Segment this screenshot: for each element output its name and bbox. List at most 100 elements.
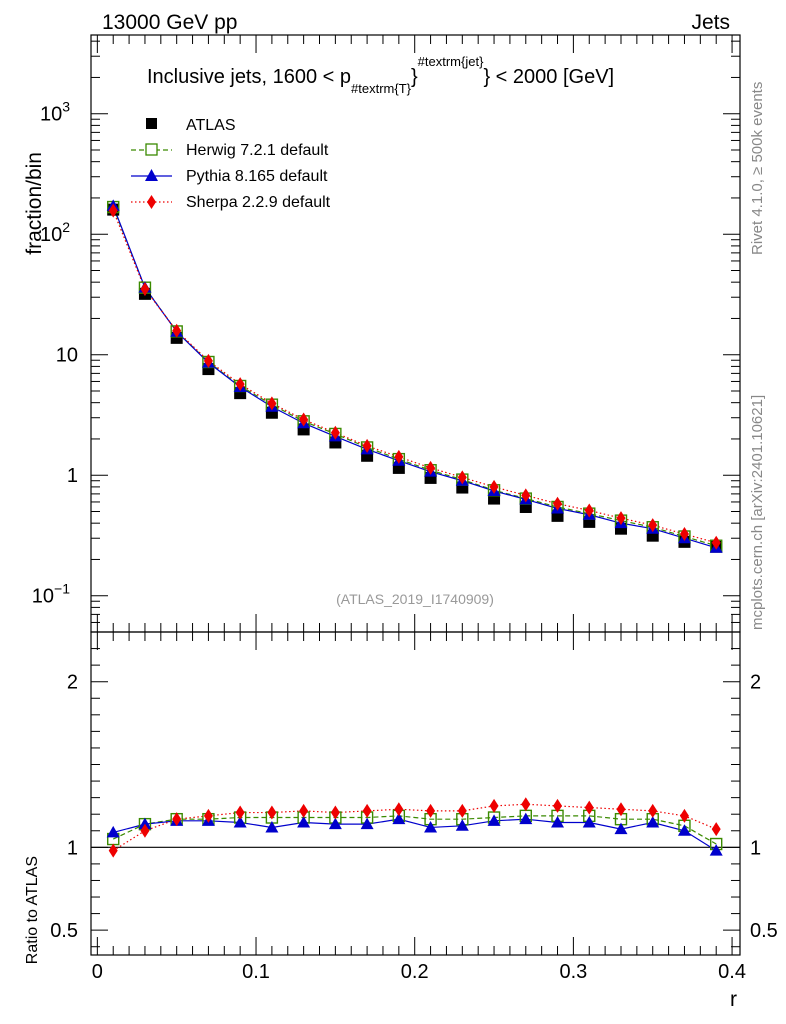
ratio-tick-label-left: 0.5 — [50, 920, 78, 942]
rivet-version-label: Rivet 4.1.0, ≥ 500k events — [749, 82, 766, 255]
y-tick-label-exp: 2 — [62, 219, 70, 235]
data-point-3 — [679, 527, 689, 542]
ratio-point-2 — [489, 798, 499, 813]
data-point-3 — [648, 518, 658, 533]
y-tick-label: 10−1 — [32, 581, 70, 608]
analysis-tag: (ATLAS_2019_I1740909) — [336, 591, 494, 607]
ratio-point-1 — [519, 812, 533, 825]
ratio-point-2 — [457, 803, 467, 818]
ratio-point-1 — [106, 825, 120, 838]
ratio-point-2 — [521, 797, 531, 812]
ratio-point-1 — [677, 824, 691, 836]
title-sub: #textrm{T} — [351, 81, 412, 96]
series-line-1 — [112, 206, 717, 547]
ratio-point-1 — [265, 820, 279, 833]
title-pre: Inclusive jets, 1600 < p — [147, 66, 351, 88]
ratio-point-2 — [679, 808, 689, 823]
ratio-point-2 — [140, 823, 150, 838]
y-tick-label: 10 — [56, 345, 78, 367]
data-point-3 — [711, 535, 721, 550]
ratio-point-2 — [330, 805, 340, 820]
y-tick-label-base: 10 — [56, 345, 78, 367]
ratio-point-2 — [172, 812, 182, 827]
x-tick-label: 0.4 — [718, 961, 746, 983]
ratio-point-2 — [584, 800, 594, 815]
ratio-point-2 — [235, 805, 245, 820]
legend-marker-herwig — [145, 143, 158, 156]
ratio-point-1 — [551, 815, 565, 828]
title-sub-close: } — [411, 66, 418, 88]
ratio-point-1 — [709, 844, 723, 856]
data-point-3 — [616, 511, 626, 526]
y-tick-label-exp: −1 — [54, 581, 70, 597]
ratio-tick-label-left: 1 — [67, 837, 78, 859]
ratio-tick-label-left: 2 — [67, 672, 78, 694]
ratio-point-1 — [297, 815, 311, 828]
ratio-point-1 — [138, 817, 152, 830]
title-post: } < 2000 [GeV] — [483, 66, 614, 88]
ratio-point-2 — [616, 802, 626, 817]
ratio-point-1 — [360, 817, 374, 830]
x-tick-label: 0.1 — [242, 961, 270, 983]
ratio-layer — [106, 797, 723, 858]
ratio-point-1 — [424, 820, 438, 833]
legend-marker-pythia — [145, 169, 158, 181]
x-axis-ticks: 0 0.1 0.2 0.3 0.4 — [92, 35, 746, 983]
ratio-point-2 — [362, 803, 372, 818]
data-point-3 — [330, 425, 340, 440]
data-point-3 — [426, 460, 436, 475]
data-point-3 — [203, 353, 213, 368]
y-axis-label: fraction/bin — [23, 152, 46, 255]
header-beam-label: 13000 GeV pp — [102, 11, 237, 34]
legend-marker-atlas — [146, 118, 157, 129]
ratio-point-1 — [392, 812, 406, 825]
title-sup: #textrm{jet} — [418, 54, 484, 69]
y-tick-label-base: 10 — [32, 586, 54, 608]
ratio-point-2 — [648, 803, 658, 818]
source-label: mcplots.cern.ch [arXiv:2401.10621] — [749, 395, 766, 630]
ratio-tick-label-right: 2 — [750, 672, 761, 694]
legend-label-herwig: Herwig 7.2.1 default — [186, 142, 329, 159]
chart-title: Inclusive jets, 1600 < p#textrm{T}}#text… — [147, 54, 614, 96]
y-tick-label: 102 — [40, 219, 70, 246]
ratio-point-1 — [455, 819, 469, 831]
data-point-3 — [140, 282, 150, 297]
data-point-3 — [457, 470, 467, 485]
y-tick-label: 103 — [40, 99, 70, 126]
ratio-point-2 — [203, 808, 213, 823]
legend-marker-sherpa — [147, 195, 156, 209]
data-point-3 — [172, 323, 182, 338]
ratio-line-2 — [112, 803, 717, 852]
y-tick-label: 1 — [67, 465, 78, 487]
ratio-y-axis-label: Ratio to ATLAS — [24, 856, 41, 964]
header-category-label: Jets — [691, 11, 730, 34]
legend-label-sherpa: Sherpa 2.2.9 default — [186, 194, 331, 211]
data-point-3 — [299, 412, 309, 427]
ratio-tick-label-right: 0.5 — [750, 920, 778, 942]
ratio-point-2 — [553, 798, 563, 813]
ratio-point-2 — [267, 805, 277, 820]
ratio-point-2 — [394, 802, 404, 817]
data-point-3 — [553, 496, 563, 511]
ratio-point-2 — [108, 843, 118, 858]
y-tick-label-base: 10 — [40, 224, 62, 246]
data-point-3 — [584, 503, 594, 518]
ratio-point-1 — [233, 815, 247, 828]
x-axis-label: r — [730, 988, 737, 1011]
data-point-3 — [362, 438, 372, 453]
ratio-point-2 — [711, 822, 721, 837]
series-layer — [106, 199, 723, 553]
data-point-3 — [235, 377, 245, 392]
x-tick-label: 0.3 — [559, 961, 587, 983]
data-point-3 — [521, 488, 531, 503]
ratio-point-2 — [426, 803, 436, 818]
x-tick-label: 0 — [92, 961, 103, 983]
series-line-3 — [112, 210, 717, 544]
data-point-3 — [489, 479, 499, 494]
legend-label-pythia: Pythia 8.165 default — [186, 168, 328, 185]
ratio-point-1 — [328, 817, 342, 830]
ratio-axis-ticks: 0.5 0.5 1 1 2 2 — [50, 648, 778, 948]
data-point-0 — [519, 500, 532, 513]
